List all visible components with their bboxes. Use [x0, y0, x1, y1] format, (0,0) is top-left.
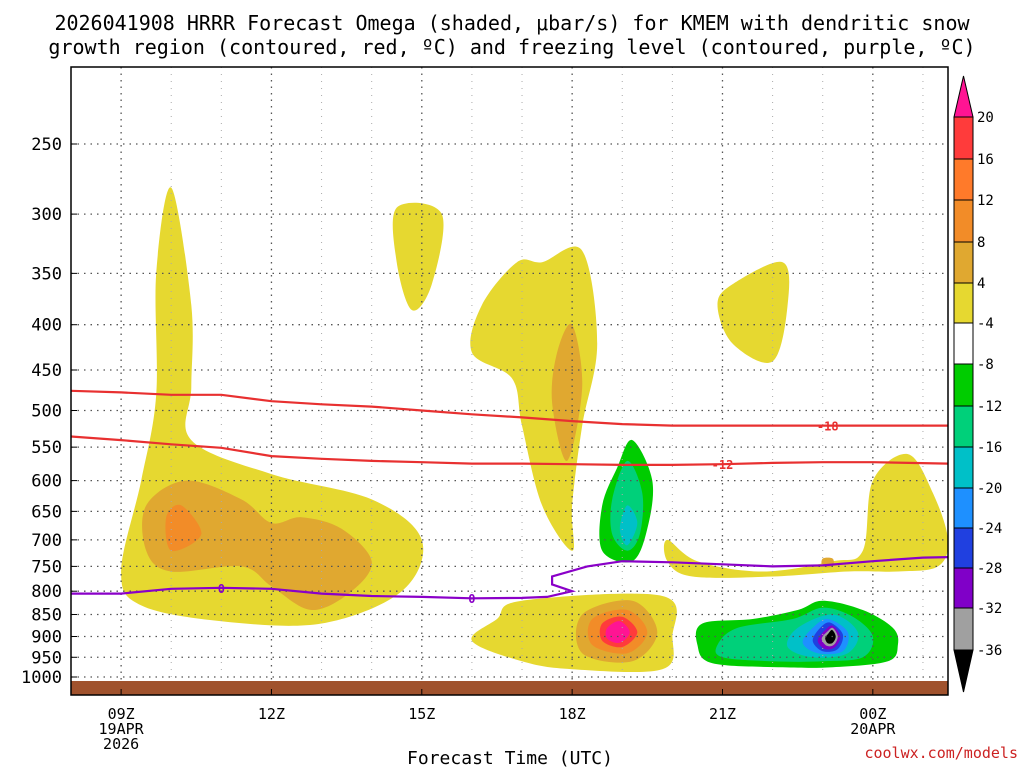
colorbar-segment	[953, 282, 974, 324]
x-tick-label: 15Z	[408, 705, 435, 723]
y-tick-label: 500	[31, 402, 62, 422]
y-tick-label: 800	[31, 582, 62, 602]
contour-label: -18	[817, 420, 839, 434]
x-tick-label: 20APR	[850, 720, 896, 738]
colorbar-segment	[953, 487, 974, 529]
colorbar-segment	[953, 527, 974, 569]
omega-region-4	[470, 246, 598, 551]
colorbar-label: 16	[977, 152, 994, 168]
isotherm--12	[71, 435, 948, 466]
omega-region--36	[825, 629, 836, 644]
y-tick-label: 350	[31, 264, 62, 284]
chart-title-line1: 2026041908 HRRR Forecast Omega (shaded, …	[54, 11, 970, 35]
contour-label: 0	[468, 592, 475, 606]
y-tick-label: 950	[31, 648, 62, 668]
colorbar-label: 4	[977, 276, 985, 292]
x-tick-label: 2026	[103, 735, 139, 753]
colorbar-segment	[953, 607, 974, 651]
temperature-contours: -18 -12 0 0	[71, 389, 948, 606]
y-tick-label: 300	[31, 205, 62, 225]
omega-region-12	[165, 504, 202, 552]
y-axis-pressure: 2503003504004505005506006507007508008509…	[21, 135, 77, 688]
contour-label: -12	[712, 458, 734, 472]
colorbar-label: 20	[977, 110, 994, 126]
x-tick-label: 19APR	[99, 720, 145, 738]
y-tick-label: 250	[31, 135, 62, 155]
omega-region--12	[619, 505, 638, 546]
omega-region-20	[605, 621, 630, 644]
x-tick-label: 09Z	[108, 705, 135, 723]
x-tick-label: 12Z	[258, 705, 285, 723]
x-tick-label: 18Z	[559, 705, 586, 723]
x-tick-label: 00Z	[859, 705, 886, 723]
y-tick-label: 1000	[21, 668, 62, 688]
colorbar-label: 8	[977, 235, 985, 251]
ground-surface	[71, 681, 948, 695]
y-tick-label: 450	[31, 361, 62, 381]
colorbar-segment	[953, 116, 974, 160]
colorbar-label: -8	[977, 357, 994, 373]
source-credit: coolwx.com/models	[864, 744, 1018, 762]
y-tick-label: 750	[31, 557, 62, 577]
colorbar-segment	[953, 158, 974, 201]
y-tick-label: 650	[31, 502, 62, 522]
colorbar-segment	[953, 322, 974, 365]
y-tick-label: 850	[31, 606, 62, 626]
x-tick-label: 21Z	[709, 705, 736, 723]
colorbar-label: -28	[977, 561, 1002, 577]
omega-region-8	[551, 323, 583, 462]
colorbar-label: -20	[977, 481, 1002, 497]
omega-shaded-regions	[121, 187, 948, 672]
colorbar-label: -12	[977, 399, 1002, 415]
omega-region-4	[717, 261, 790, 363]
colorbar-label: -16	[977, 440, 1002, 456]
colorbar-label: 12	[977, 193, 994, 209]
colorbar-segment	[953, 446, 974, 489]
colorbar-segment	[953, 363, 974, 407]
colorbar-label: -36	[977, 643, 1002, 659]
y-tick-label: 700	[31, 531, 62, 551]
y-tick-label: 400	[31, 316, 62, 336]
omega-colorbar: 20 16 12 8 4 -4 -8 -12 -16 -20 -24 -28 -32 -36	[953, 75, 1002, 693]
colorbar-top-arrow	[953, 75, 974, 118]
chart-title-line2: growth region (contoured, red, ºC) and f…	[48, 35, 975, 59]
isotherm--18	[71, 389, 948, 427]
omega-region-8	[142, 480, 372, 611]
colorbar-label: -4	[977, 316, 994, 332]
omega-region-4	[392, 202, 444, 311]
contour-label: 0	[218, 582, 225, 596]
colorbar-segment	[953, 199, 974, 243]
y-tick-label: 600	[31, 472, 62, 492]
y-tick-label: 900	[31, 627, 62, 647]
colorbar-label: -24	[977, 521, 1002, 537]
colorbar-segment	[953, 405, 974, 448]
colorbar-bottom-arrow	[953, 649, 974, 693]
x-axis-label: Forecast Time (UTC)	[407, 748, 613, 768]
colorbar-segment	[953, 241, 974, 284]
isotherm-0	[71, 556, 948, 600]
omega-region-4	[663, 453, 948, 578]
plot-frame	[70, 66, 949, 696]
y-tick-label: 550	[31, 438, 62, 458]
colorbar-segment	[953, 567, 974, 609]
colorbar-label: -32	[977, 601, 1002, 617]
